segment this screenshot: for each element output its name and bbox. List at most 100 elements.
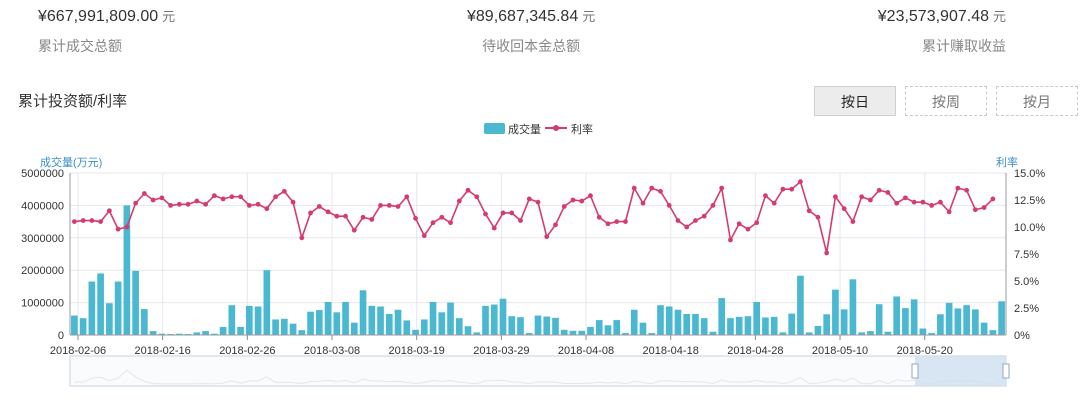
volume-bar	[858, 332, 865, 335]
volume-bar	[657, 305, 664, 335]
volume-bar	[237, 326, 244, 335]
volume-bar	[578, 330, 586, 335]
rate-point	[159, 195, 165, 201]
volume-bar	[674, 309, 682, 335]
rate-point	[281, 188, 287, 194]
rate-point	[141, 191, 147, 196]
legend-rate-label: 利率	[571, 122, 593, 136]
stat-total-turnover: ¥667,991,809.00 元 累计成交总额	[38, 6, 175, 56]
rate-point	[124, 224, 130, 230]
navigator-series	[74, 369, 1002, 385]
rate-point	[238, 194, 243, 200]
volume-bar	[902, 308, 909, 335]
x-tick-label: 2018-04-28	[727, 345, 783, 357]
volume-bar	[447, 302, 454, 335]
volume-bar	[639, 322, 647, 335]
rate-point	[273, 194, 278, 200]
volume-bar	[867, 331, 874, 335]
rate-point	[684, 224, 690, 230]
rate-point	[736, 221, 742, 227]
volume-bar	[823, 314, 830, 335]
volume-bar	[884, 331, 892, 335]
chart-grid	[70, 172, 1006, 336]
rate-point	[413, 215, 418, 221]
volume-bar	[377, 306, 384, 335]
y-left-tick-label: 5000000	[21, 168, 64, 180]
by-day-button[interactable]: 按日	[814, 86, 896, 116]
y-right-tick-label: 7.5%	[1014, 249, 1039, 261]
volume-bar	[543, 316, 551, 335]
volume-bar	[368, 305, 376, 335]
volume-bar	[648, 333, 656, 335]
zoom-navigator[interactable]	[69, 355, 1010, 387]
rate-point	[806, 208, 812, 214]
volume-bar	[359, 290, 367, 335]
rate-point	[386, 203, 392, 208]
volume-bar	[263, 270, 271, 335]
rate-point	[395, 204, 401, 209]
rate-point	[448, 220, 453, 226]
by-month-button[interactable]: 按月	[996, 86, 1078, 116]
volume-bar	[141, 309, 148, 335]
chart-legend[interactable]: 成交量 利率	[484, 122, 593, 136]
volume-bar	[315, 310, 323, 335]
rate-line	[74, 180, 994, 254]
volume-bar	[963, 305, 970, 335]
volume-bar	[114, 281, 122, 335]
rate-point	[631, 185, 637, 191]
rate-point	[133, 200, 139, 206]
y-axis-left-title: 成交量(万元)	[40, 155, 102, 169]
x-tick-label: 2018-02-06	[50, 345, 106, 357]
x-tick-label: 2018-04-18	[643, 345, 699, 357]
rate-point	[203, 201, 208, 207]
y-right-tick-label: 2.5%	[1014, 303, 1039, 315]
navigator-handle[interactable]	[1002, 363, 1010, 379]
volume-bar	[700, 318, 708, 335]
volume-bar	[219, 326, 227, 335]
by-week-button[interactable]: 按周	[905, 86, 987, 116]
volume-bar	[727, 318, 734, 335]
volume-bar	[438, 312, 446, 335]
rate-point	[920, 199, 926, 205]
rate-point	[876, 187, 882, 193]
rate-point	[710, 203, 716, 208]
x-tick-label: 2018-03-29	[473, 345, 529, 357]
volume-bar	[455, 318, 463, 335]
rate-point	[325, 209, 331, 215]
volume-bar	[875, 304, 883, 335]
volume-bar	[508, 316, 516, 335]
rate-point	[666, 203, 672, 208]
volume-bar	[97, 273, 104, 335]
volume-bar	[832, 289, 839, 335]
volume-bar	[910, 299, 918, 335]
rate-point	[833, 194, 838, 200]
volume-bar	[246, 305, 253, 335]
rate-point	[981, 205, 987, 210]
rate-point	[579, 198, 585, 204]
rate-point	[894, 200, 900, 206]
volume-bar	[849, 279, 857, 335]
volume-bar	[770, 316, 778, 335]
volume-bar	[342, 301, 349, 335]
rate-point	[701, 213, 707, 219]
rate-point	[763, 193, 768, 199]
rate-point	[937, 199, 943, 205]
volume-bar	[560, 329, 568, 335]
stat-unit: 元	[582, 9, 596, 24]
volume-bar	[665, 306, 673, 335]
legend-volume-label: 成交量	[508, 122, 541, 136]
rate-point	[491, 225, 497, 231]
rate-point	[255, 201, 261, 207]
rate-point	[71, 219, 77, 225]
volume-bar	[972, 309, 979, 335]
volume-bar	[412, 329, 419, 335]
volume-bar	[132, 270, 139, 335]
volume-bar	[420, 319, 428, 335]
navigator-handle[interactable]	[911, 363, 919, 379]
x-tick-label: 2018-03-08	[304, 345, 360, 357]
volume-bar	[280, 318, 288, 335]
rate-point	[745, 226, 751, 232]
volume-bar	[193, 332, 201, 335]
volume-bar	[604, 325, 612, 335]
volume-bar	[211, 333, 218, 335]
